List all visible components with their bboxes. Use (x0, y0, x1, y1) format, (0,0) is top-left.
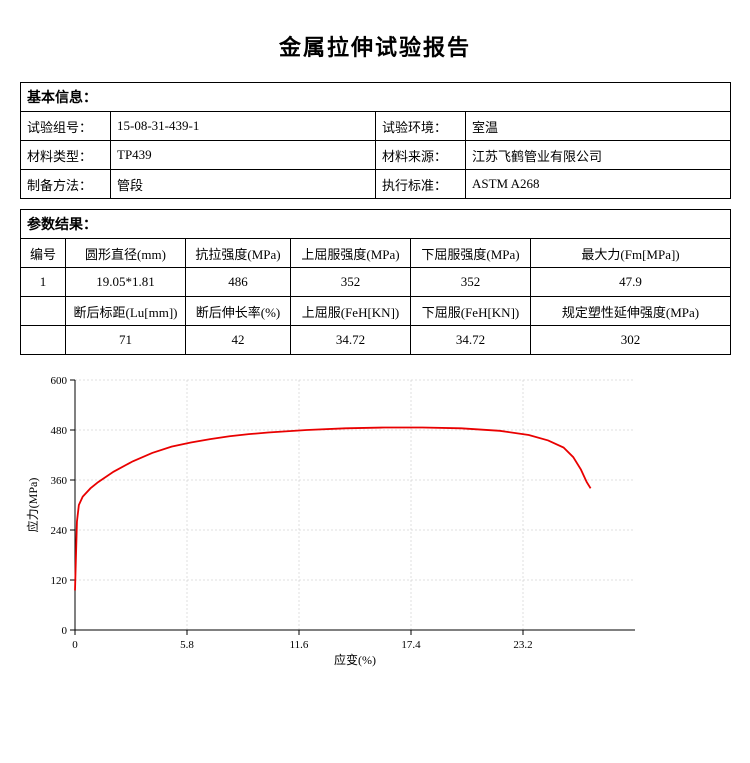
params-header: 上屈服强度(MPa) (291, 239, 411, 268)
info-row: 材料类型： TP439 材料来源： 江苏飞鹤管业有限公司 (21, 141, 731, 170)
params-cell: 302 (531, 326, 731, 355)
basic-info-table: 基本信息： 试验组号： 15-08-31-439-1 试验环境： 室温 材料类型… (20, 82, 731, 199)
info-row: 制备方法： 管段 执行标准： ASTM A268 (21, 170, 731, 199)
params-header: 最大力(Fm[MPa]) (531, 239, 731, 268)
svg-text:240: 240 (51, 525, 68, 537)
svg-text:360: 360 (51, 475, 68, 487)
info-value: 江苏飞鹤管业有限公司 (466, 141, 731, 170)
params-header: 下屈服(FeH[KN]) (411, 297, 531, 326)
info-value: 15-08-31-439-1 (111, 112, 376, 141)
svg-text:0: 0 (62, 625, 68, 637)
params-cell: 352 (291, 268, 411, 297)
params-table: 参数结果： 编号 圆形直径(mm) 抗拉强度(MPa) 上屈服强度(MPa) 下… (20, 209, 731, 355)
params-cell: 47.9 (531, 268, 731, 297)
info-value: TP439 (111, 141, 376, 170)
params-header: 上屈服(FeH[KN]) (291, 297, 411, 326)
params-section-head: 参数结果： (21, 210, 731, 239)
params-cell: 34.72 (291, 326, 411, 355)
info-value: 室温 (466, 112, 731, 141)
svg-text:23.2: 23.2 (513, 639, 532, 651)
params-header: 下屈服强度(MPa) (411, 239, 531, 268)
svg-text:600: 600 (51, 375, 68, 387)
params-header (21, 297, 66, 326)
params-data-row: 71 42 34.72 34.72 302 (21, 326, 731, 355)
chart-svg: 0 5.8 11.6 17.4 23.2 0 120 240 360 480 600 应变(%) 应力(… (20, 370, 650, 680)
info-label: 制备方法： (21, 170, 111, 199)
info-label: 材料类型： (21, 141, 111, 170)
params-header-row: 断后标距(Lu[mm]) 断后伸长率(%) 上屈服(FeH[KN]) 下屈服(F… (21, 297, 731, 326)
params-header: 断后伸长率(%) (186, 297, 291, 326)
params-cell: 486 (186, 268, 291, 297)
params-header-row: 编号 圆形直径(mm) 抗拉强度(MPa) 上屈服强度(MPa) 下屈服强度(M… (21, 239, 731, 268)
params-cell: 71 (66, 326, 186, 355)
info-row: 试验组号： 15-08-31-439-1 试验环境： 室温 (21, 112, 731, 141)
info-value: ASTM A268 (466, 170, 731, 199)
params-header: 断后标距(Lu[mm]) (66, 297, 186, 326)
info-label: 试验组号： (21, 112, 111, 141)
params-cell: 42 (186, 326, 291, 355)
params-cell: 19.05*1.81 (66, 268, 186, 297)
svg-text:0: 0 (72, 639, 78, 651)
params-header: 抗拉强度(MPa) (186, 239, 291, 268)
svg-text:应变(%): 应变(%) (334, 652, 376, 667)
params-cell: 34.72 (411, 326, 531, 355)
params-header: 编号 (21, 239, 66, 268)
svg-text:120: 120 (51, 575, 68, 587)
svg-text:5.8: 5.8 (180, 639, 194, 651)
params-cell (21, 326, 66, 355)
svg-text:480: 480 (51, 425, 68, 437)
svg-text:11.6: 11.6 (290, 639, 309, 651)
info-section-head: 基本信息： (21, 83, 731, 112)
info-label: 试验环境： (376, 112, 466, 141)
svg-text:应力(MPa): 应力(MPa) (25, 478, 40, 533)
params-cell: 352 (411, 268, 531, 297)
params-data-row: 1 19.05*1.81 486 352 352 47.9 (21, 268, 731, 297)
report-title: 金属拉伸试验报告 (20, 30, 730, 62)
stress-strain-chart: 0 5.8 11.6 17.4 23.2 0 120 240 360 480 600 应变(%) 应力(… (20, 370, 730, 680)
params-cell: 1 (21, 268, 66, 297)
info-label: 执行标准： (376, 170, 466, 199)
info-label: 材料来源： (376, 141, 466, 170)
params-header: 圆形直径(mm) (66, 239, 186, 268)
params-header: 规定塑性延伸强度(MPa) (531, 297, 731, 326)
svg-text:17.4: 17.4 (401, 639, 421, 651)
info-value: 管段 (111, 170, 376, 199)
